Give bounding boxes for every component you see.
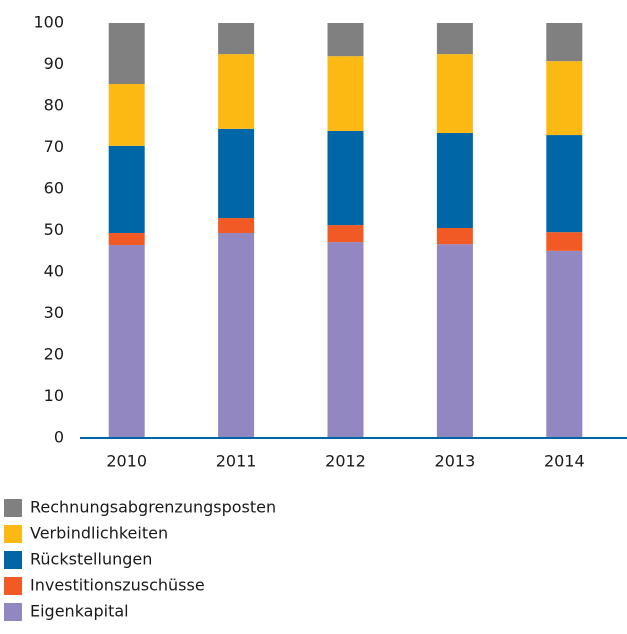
bar-segment [546, 135, 583, 233]
legend-swatch [4, 525, 22, 543]
bar-segment [218, 23, 255, 55]
bar-segment [218, 232, 255, 438]
x-tick-label: 2012 [325, 452, 366, 471]
y-tick-label: 60 [44, 179, 64, 198]
y-tick-label: 40 [44, 262, 64, 281]
bar-segment [327, 242, 364, 438]
bar-segment [546, 23, 583, 62]
x-tick-label: 2010 [106, 452, 147, 471]
bar-segment [108, 23, 145, 85]
bar-segment [546, 250, 583, 438]
bar-segment [327, 23, 364, 57]
x-tick-label: 2014 [544, 452, 585, 471]
y-tick-label: 80 [44, 96, 64, 115]
legend-label: Rechnungsabgrenzungsposten [30, 498, 276, 517]
legend-swatch [4, 499, 22, 517]
legend-label: Investitionszuschüsse [30, 576, 205, 595]
y-tick-label: 90 [44, 54, 64, 73]
bar-segment [108, 245, 145, 438]
legend-swatch [4, 551, 22, 569]
y-tick-label: 100 [33, 13, 64, 32]
legend-label: Verbindlichkeiten [30, 524, 168, 543]
y-tick-label: 30 [44, 303, 64, 322]
bar-segment [108, 232, 145, 246]
y-tick-label: 70 [44, 137, 64, 156]
legend-swatch [4, 603, 22, 621]
y-tick-label: 0 [54, 428, 64, 447]
bar-segment [546, 232, 583, 251]
bar-segment [218, 218, 255, 233]
bar-segment [436, 54, 473, 133]
bar-segment [108, 84, 145, 146]
bar-segment [327, 130, 364, 226]
y-tick-label: 10 [44, 386, 64, 405]
legend-label: Rückstellungen [30, 550, 152, 569]
bar-segment [436, 23, 473, 55]
legend-swatch [4, 577, 22, 595]
bar-segment [327, 56, 364, 131]
x-tick-label: 2011 [216, 452, 257, 471]
y-tick-label: 20 [44, 345, 64, 364]
bar-segment [327, 225, 364, 243]
bar-segment [436, 244, 473, 438]
bar-segment [108, 145, 145, 233]
bar-segment [218, 128, 255, 219]
y-tick-label: 50 [44, 220, 64, 239]
bar-segment [436, 228, 473, 245]
x-tick-label: 2013 [435, 452, 476, 471]
bar-segment [546, 61, 583, 136]
legend-label: Eigenkapital [30, 602, 129, 621]
bar-segment [436, 132, 473, 229]
bar-segment [218, 54, 255, 129]
